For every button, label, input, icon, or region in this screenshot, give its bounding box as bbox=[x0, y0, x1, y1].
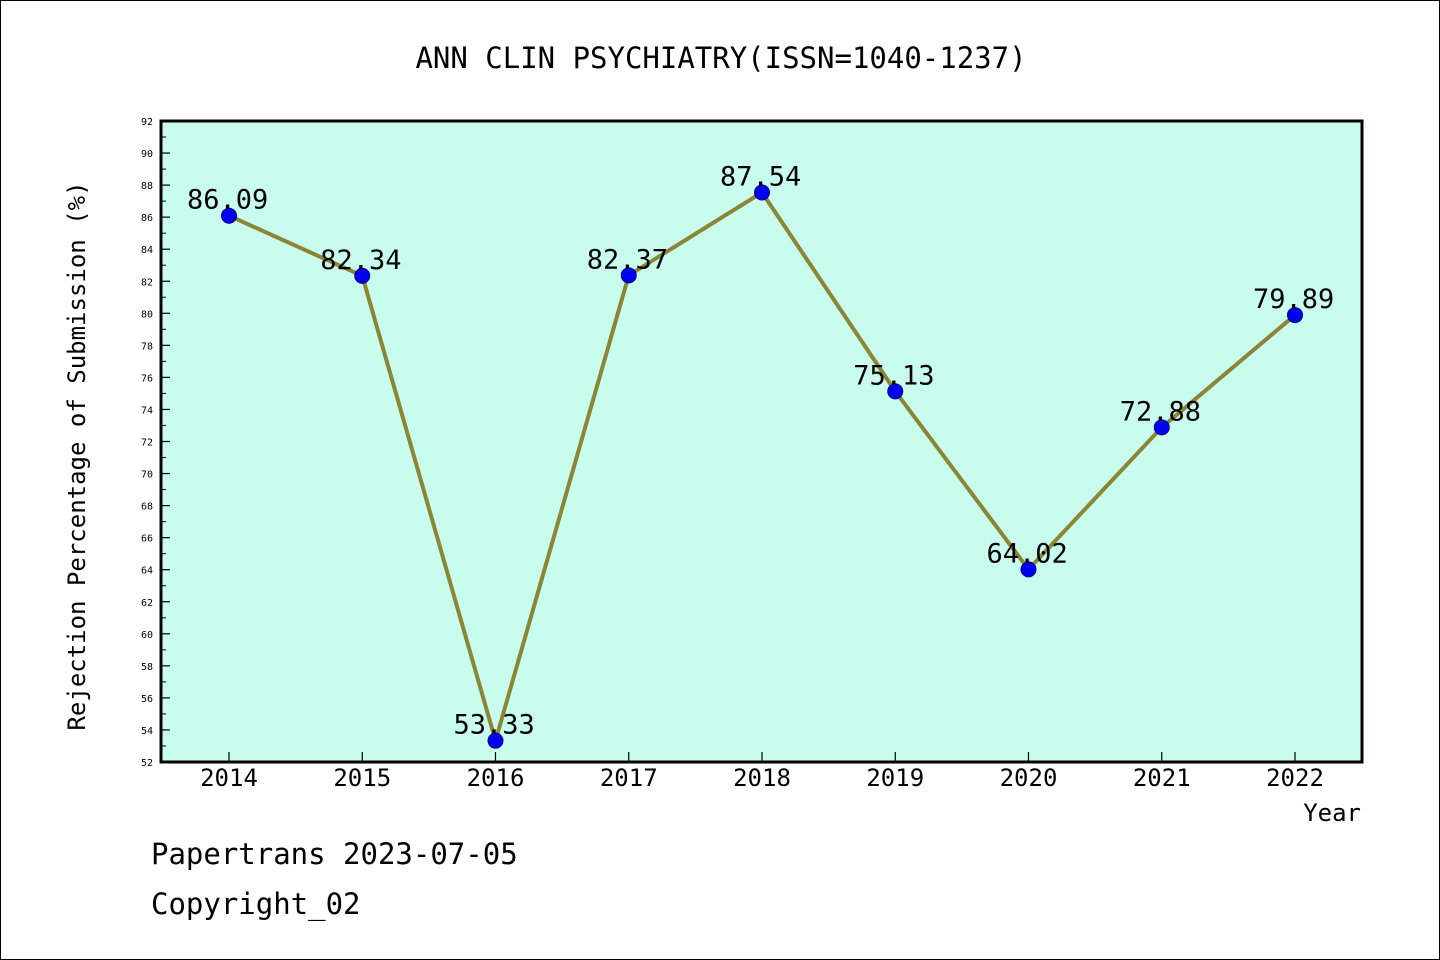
y-tick-label: 52 bbox=[141, 758, 153, 769]
x-tick-label: 2021 bbox=[1133, 764, 1191, 792]
y-tick-label: 84 bbox=[141, 245, 153, 256]
x-tick-label: 2015 bbox=[333, 764, 391, 792]
y-tick-label: 88 bbox=[141, 181, 153, 192]
y-tick-label: 56 bbox=[141, 694, 153, 705]
y-tick-label: 80 bbox=[141, 309, 153, 320]
y-tick-label: 90 bbox=[141, 149, 153, 160]
data-point bbox=[887, 383, 904, 400]
chart-title: ANN CLIN PSYCHIATRY(ISSN=1040-1237) bbox=[415, 41, 1026, 75]
data-point bbox=[1020, 561, 1037, 578]
x-tick-label: 2022 bbox=[1266, 764, 1324, 792]
data-label: 75.13 bbox=[853, 360, 934, 391]
series-group: 86.09 82.34 53.33 82.37 87.54 75.13 64.02 72.88… bbox=[187, 161, 1334, 749]
x-tick-label: 2019 bbox=[866, 764, 924, 792]
x-tick-label: 2014 bbox=[200, 764, 258, 792]
y-axis-label: Rejection Percentage of Submission (%) bbox=[63, 181, 91, 730]
data-label: 82.34 bbox=[320, 245, 401, 276]
x-tick-label: 2020 bbox=[1000, 764, 1058, 792]
x-tick-label: 2018 bbox=[733, 764, 791, 792]
y-tick-label: 92 bbox=[141, 117, 153, 128]
y-tick-label: 54 bbox=[141, 726, 153, 737]
y-tick-label: 66 bbox=[141, 534, 153, 545]
data-point bbox=[487, 732, 504, 749]
y-tick-label: 68 bbox=[141, 502, 153, 513]
x-tick-label: 2016 bbox=[467, 764, 525, 792]
y-tick-label: 70 bbox=[141, 470, 153, 481]
footer-date: Papertrans 2023-07-05 bbox=[151, 837, 518, 871]
data-label: 72.88 bbox=[1120, 396, 1201, 427]
data-label: 53.33 bbox=[454, 710, 535, 741]
data-point bbox=[1287, 307, 1303, 324]
y-tick-label: 72 bbox=[141, 438, 153, 449]
data-point bbox=[221, 207, 237, 224]
data-label: 87.54 bbox=[720, 161, 801, 192]
y-tick-label: 62 bbox=[141, 598, 153, 609]
data-label: 86.09 bbox=[187, 185, 268, 216]
x-axis-label: Year bbox=[1303, 799, 1361, 827]
y-tick-label: 86 bbox=[141, 213, 153, 224]
y-tick-label: 60 bbox=[141, 630, 153, 641]
y-tick-label: 76 bbox=[141, 373, 153, 384]
y-tick-label: 82 bbox=[141, 277, 153, 288]
x-tick-label: 2017 bbox=[600, 764, 658, 792]
y-tick-label: 78 bbox=[141, 341, 153, 352]
y-tick-label: 74 bbox=[141, 405, 153, 416]
data-point bbox=[354, 267, 371, 284]
data-label: 82.37 bbox=[587, 244, 668, 275]
y-tick-label: 58 bbox=[141, 662, 153, 673]
data-point bbox=[1153, 419, 1170, 436]
footer-copyright: Copyright_02 bbox=[151, 887, 361, 921]
data-label: 79.89 bbox=[1253, 284, 1334, 315]
data-point bbox=[620, 267, 637, 284]
plot-area bbox=[159, 119, 1364, 764]
x-axis: 2014 2015 2016 2017 2018 2019 2020 2021 2022 bbox=[200, 752, 1324, 792]
data-point bbox=[754, 184, 770, 201]
data-label: 64.02 bbox=[987, 538, 1068, 569]
y-tick-label: 64 bbox=[141, 566, 153, 577]
y-axis: 52 54 56 58 60 62 64 66 68 70 72 74 76 78 80 82 84 86 88 90… bbox=[141, 117, 170, 769]
